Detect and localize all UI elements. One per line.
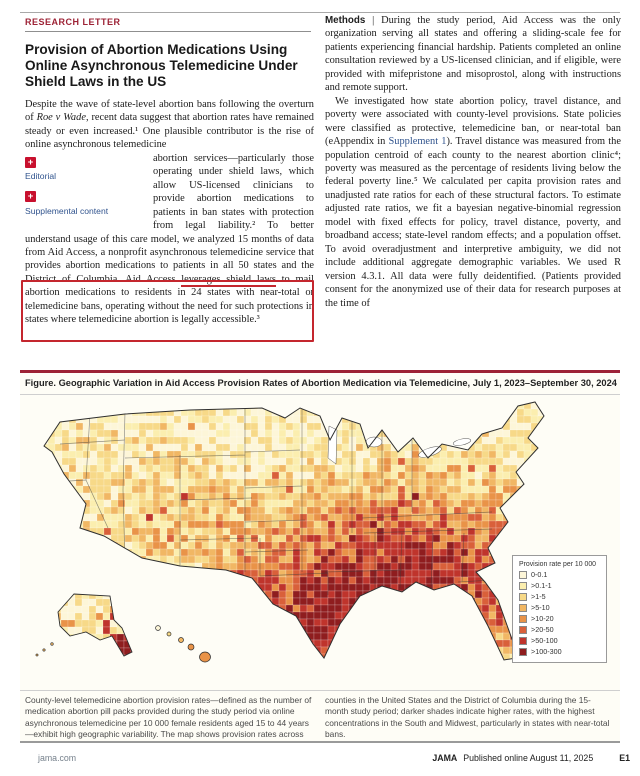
legend-row: >100-300 (519, 648, 600, 656)
aleutian-islands (35, 642, 54, 657)
analysis-text-2: ). Travel distance was measured from the… (325, 136, 621, 309)
legend-swatch (519, 637, 527, 645)
lake-huron (365, 436, 383, 448)
lake-michigan (327, 425, 338, 465)
legend-row: >1-5 (519, 593, 600, 601)
legend-swatch (519, 615, 527, 623)
footer-right: JAMA Published online August 11, 2025 E1 (432, 753, 630, 763)
legend-rows: 0-0.1 >0.1-1 >1-5 >5-10 >10-20 >20-50 >50-100 >… (519, 571, 600, 656)
right-column: Methods | During the study period, Aid A… (325, 14, 621, 310)
methods-paragraph: Methods | During the study period, Aid A… (325, 14, 621, 95)
legend-label: >10-20 (531, 614, 554, 623)
hawaii-islands (155, 625, 211, 663)
supplement-1-link[interactable]: Supplement 1 (388, 136, 447, 148)
map-legend: Provision rate per 10 000 0-0.1 >0.1-1 >1-… (512, 555, 607, 663)
top-rule (20, 12, 620, 13)
legend-label: 0-0.1 (531, 570, 548, 579)
legend-label: >0.1-1 (531, 581, 552, 590)
choropleth-map-svg (35, 401, 545, 663)
figure-note-rule (20, 690, 620, 691)
related-links-box: + Editorial + Supplemental content (25, 152, 153, 220)
legend-row: >50-100 (519, 637, 600, 645)
us-county-map: Provision rate per 10 000 0-0.1 >0.1-1 >1-… (30, 400, 610, 687)
legend-row: >5-10 (519, 604, 600, 612)
mainland-outline (43, 401, 545, 661)
intro-text-4: to mail abortion medications to resident… (25, 273, 314, 326)
jama-com-link[interactable]: jama.com (38, 753, 77, 763)
supplemental-content-link[interactable]: + Supplemental content (25, 190, 153, 216)
figure-title: Figure. Geographic Variation in Aid Acce… (25, 378, 617, 388)
editorial-link-label[interactable]: Editorial (25, 171, 57, 182)
state-borders (51, 408, 494, 595)
lake-ontario (452, 438, 472, 446)
intro-paragraph: Despite the wave of state-level abortion… (25, 98, 314, 152)
roe-v-wade-italic: Roe v Wade (36, 112, 86, 124)
editorial-link[interactable]: + Editorial (25, 156, 153, 181)
plus-icon: + (25, 191, 36, 203)
legend-label: >100-300 (531, 647, 562, 656)
legend-label: >20-50 (531, 625, 554, 634)
methods-text: | During the study period, Aid Access wa… (325, 15, 621, 94)
legend-label: >1-5 (531, 592, 546, 601)
legend-swatch (519, 571, 527, 579)
intro-text-3: abortion services—particularly those ope… (25, 152, 314, 285)
figure-caption-right: counties in the United States and the Di… (325, 695, 610, 739)
intro-text-2: , recent data suggest that abortion rate… (25, 112, 314, 151)
legend-swatch (519, 604, 527, 612)
analysis-paragraph: We investigated how state abortion polic… (325, 95, 621, 310)
lake-erie (418, 446, 442, 458)
great-lakes (327, 425, 472, 465)
published-date: Published online August 11, 2025 (463, 753, 594, 763)
page-number: E1 (619, 753, 630, 763)
figure-top-rule (20, 370, 620, 373)
figure-title-rule (20, 394, 620, 395)
plus-icon: + (25, 156, 36, 168)
legend-swatch (519, 593, 527, 601)
supplemental-content-link-label[interactable]: Supplemental content (25, 205, 109, 216)
legend-label: >50-100 (531, 636, 558, 645)
underlined-phrase: leverages shield laws (181, 273, 276, 287)
page-footer: jama.com JAMA Published online August 11… (0, 753, 640, 769)
legend-row: >0.1-1 (519, 582, 600, 590)
methods-label: Methods (325, 15, 366, 26)
legend-row: >20-50 (519, 626, 600, 634)
legend-title: Provision rate per 10 000 (519, 561, 596, 568)
analysis-text-1: We investigated how state abortion polic… (325, 95, 621, 148)
legend-swatch (519, 648, 527, 656)
figure-caption-left: County-level telemedicine abortion provi… (25, 695, 312, 739)
figure-bottom-rule (20, 741, 620, 743)
legend-swatch (519, 582, 527, 590)
alaska-outline (57, 593, 133, 657)
legend-row: >10-20 (519, 615, 600, 623)
intro-text-1: Despite the wave of state-level abortion… (25, 99, 314, 124)
page-title: Provision of Abortion Medications Using … (25, 42, 298, 89)
kicker-rule (25, 31, 311, 32)
article-kicker: RESEARCH LETTER (25, 17, 121, 27)
legend-swatch (519, 626, 527, 634)
journal-name: JAMA (432, 753, 458, 763)
left-column: Despite the wave of state-level abortion… (25, 98, 314, 327)
legend-row: 0-0.1 (519, 571, 600, 579)
intro-paragraph-continued: + Editorial + Supplemental content abort… (25, 152, 314, 327)
legend-label: >5-10 (531, 603, 550, 612)
